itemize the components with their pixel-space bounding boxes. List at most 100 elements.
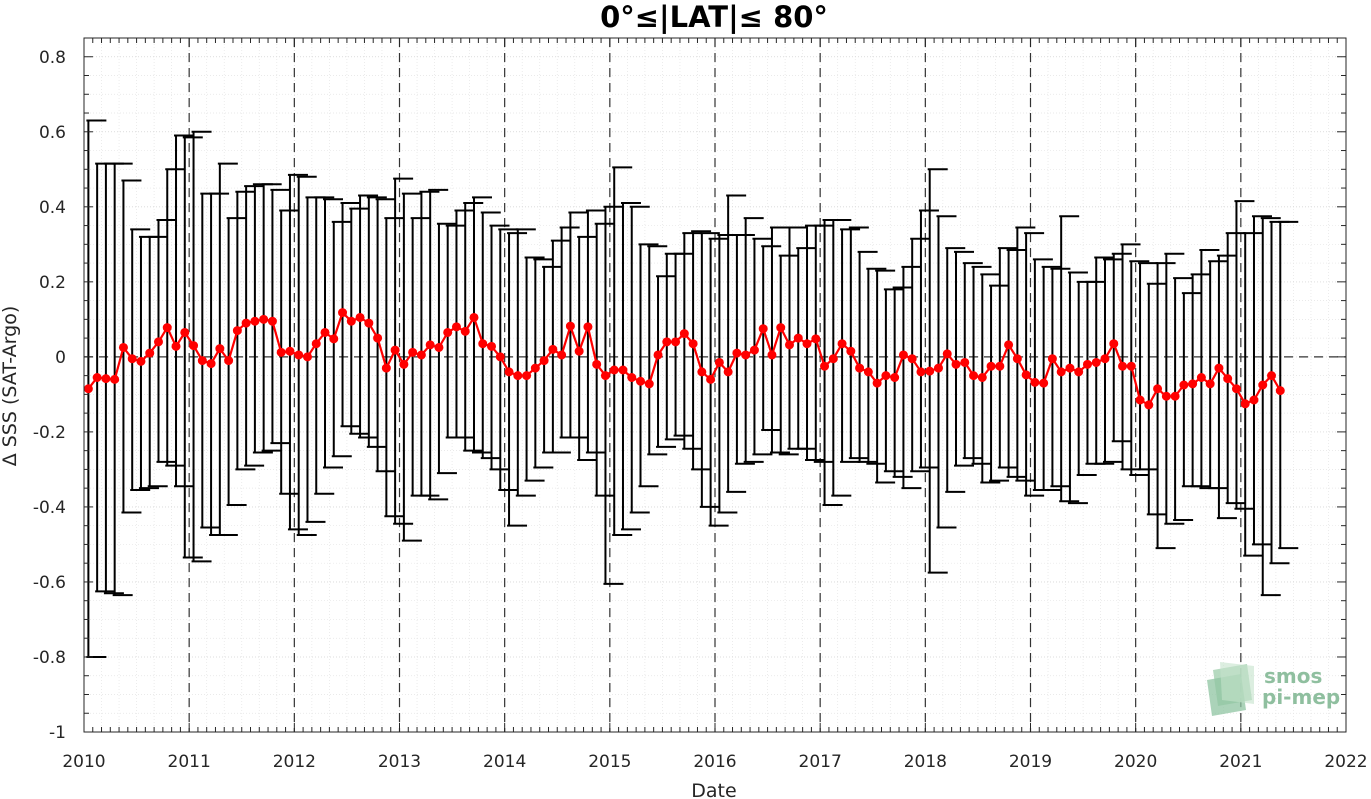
data-point: [1039, 378, 1049, 388]
x-tick-label: 2013: [378, 752, 421, 772]
data-point: [294, 350, 304, 360]
data-point: [302, 352, 312, 362]
data-point: [863, 367, 873, 377]
y-tick-label: 0.8: [39, 48, 66, 68]
data-point: [1047, 354, 1057, 364]
data-point: [1249, 395, 1259, 405]
data-point: [933, 363, 943, 373]
data-point: [671, 337, 681, 347]
logo-line1: smos: [1264, 664, 1322, 688]
data-point: [846, 346, 856, 356]
x-axis-label: Date: [691, 780, 736, 799]
data-point: [784, 340, 794, 350]
data-point: [1144, 400, 1154, 410]
data-point: [925, 366, 935, 376]
data-point: [1118, 361, 1128, 371]
data-point: [828, 354, 838, 364]
y-tick-label: 0.4: [39, 198, 66, 218]
y-tick-label: -1: [49, 723, 66, 743]
data-point: [802, 339, 812, 349]
data-point: [329, 334, 339, 344]
data-point: [609, 365, 619, 375]
data-point: [1012, 354, 1022, 364]
data-point: [189, 341, 199, 351]
data-point: [1082, 359, 1092, 369]
error-bars: [86, 119, 1299, 658]
x-tick-label: 2014: [483, 752, 526, 772]
data-point: [986, 361, 996, 371]
y-tick-label: -0.8: [33, 648, 66, 668]
data-point: [697, 367, 707, 377]
y-tick-label: -0.6: [33, 573, 66, 593]
data-point: [1135, 395, 1145, 405]
data-point: [145, 348, 155, 358]
data-point: [443, 327, 453, 337]
x-tick-label: 2010: [62, 752, 105, 772]
data-point: [180, 327, 190, 337]
data-point: [793, 333, 803, 343]
data-point: [951, 359, 961, 369]
data-point: [416, 350, 426, 360]
data-point: [408, 347, 418, 357]
data-point: [381, 363, 391, 373]
data-point: [592, 359, 602, 369]
axes: [83, 37, 1347, 733]
data-point: [1021, 370, 1031, 380]
data-point: [1030, 377, 1040, 387]
data-point: [600, 371, 610, 381]
data-point: [898, 350, 908, 360]
y-tick-label: -0.4: [33, 498, 66, 518]
y-tick-label: 0.6: [39, 123, 66, 143]
data-point: [820, 361, 830, 371]
data-point: [732, 348, 742, 358]
x-tick-label: 2022: [1324, 752, 1367, 772]
data-point: [1179, 380, 1189, 390]
logo-mark-icon: [1207, 662, 1254, 716]
data-point: [1196, 372, 1206, 382]
data-point: [513, 371, 523, 381]
data-point: [714, 357, 724, 367]
x-tick-label: 2018: [904, 752, 947, 772]
data-point: [224, 356, 234, 366]
data-point: [118, 342, 128, 352]
data-point: [977, 372, 987, 382]
data-point: [916, 367, 926, 377]
data-point: [241, 318, 251, 328]
data-point: [83, 384, 93, 394]
data-point: [1188, 379, 1198, 389]
data-point: [776, 323, 786, 333]
data-point: [1074, 367, 1084, 377]
tick-labels: 2010 2011 2012 2013 2014 2015 2016 2017 2018 2019…: [33, 48, 1368, 772]
data-point: [101, 374, 111, 384]
x-tick-label: 2015: [588, 752, 631, 772]
data-point: [232, 326, 242, 336]
data-point: [1214, 363, 1224, 373]
data-point: [250, 316, 260, 326]
y-tick-label: 0: [55, 348, 66, 368]
data-point: [451, 322, 461, 332]
data-point: [741, 350, 751, 360]
data-point: [127, 354, 137, 364]
data-point: [285, 346, 295, 356]
data-point: [364, 318, 374, 328]
data-point: [206, 359, 216, 369]
data-point: [539, 356, 549, 366]
data-point: [837, 339, 847, 349]
data-point: [811, 334, 821, 344]
data-point: [267, 316, 277, 326]
data-point: [627, 372, 637, 382]
data-point: [495, 352, 505, 362]
data-point: [969, 371, 979, 381]
data-point: [557, 350, 567, 360]
data-point: [1100, 354, 1110, 364]
data-point: [1161, 391, 1171, 401]
data-point: [679, 329, 689, 339]
data-point: [1275, 386, 1285, 396]
data-point: [373, 333, 383, 343]
data-point: [1091, 357, 1101, 367]
data-point: [1126, 361, 1136, 371]
x-tick-label: 2012: [273, 752, 316, 772]
data-point: [688, 339, 698, 349]
data-point: [504, 367, 514, 377]
data-point: [197, 356, 207, 366]
